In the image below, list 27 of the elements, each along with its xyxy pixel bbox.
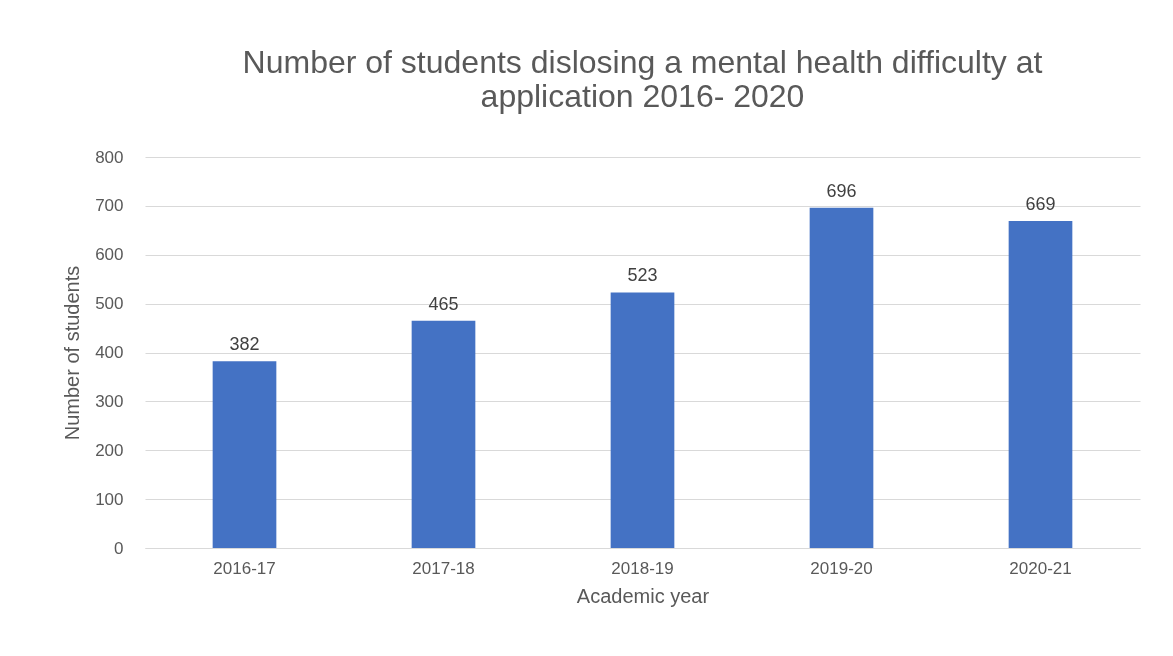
bar <box>809 207 874 548</box>
y-tick-label: 800 <box>95 147 124 167</box>
data-label: 696 <box>826 180 857 201</box>
bar <box>1008 221 1073 548</box>
y-tick-label: 200 <box>95 440 124 460</box>
x-tick-label: 2020-21 <box>1009 558 1072 578</box>
chart-title: Number of students dislosing a mental health difficulty at application 2016- 2020 <box>242 44 1043 114</box>
bar <box>411 320 476 548</box>
y-tick-label: 100 <box>95 489 124 509</box>
x-tick-label: 2018-19 <box>611 558 674 578</box>
x-tick-label: 2017-18 <box>412 558 475 578</box>
data-label: 669 <box>1025 194 1056 215</box>
x-tick-label: 2019-20 <box>810 558 873 578</box>
data-label: 523 <box>627 265 658 286</box>
y-tick-label: 600 <box>95 245 124 265</box>
y-tick-label: 300 <box>95 391 124 411</box>
y-tick-label: 700 <box>95 196 124 216</box>
y-tick-label: 400 <box>95 343 124 362</box>
x-tick-label: 2016-17 <box>213 558 276 578</box>
data-label: 465 <box>428 293 459 314</box>
bar <box>610 292 675 548</box>
y-axis-title: Number of students <box>61 265 84 441</box>
y-tick-label: 500 <box>95 294 124 314</box>
y-tick-label: 0 <box>114 538 124 558</box>
bar <box>212 361 277 548</box>
data-label: 382 <box>229 334 260 355</box>
x-axis-title: Academic year <box>576 584 710 607</box>
